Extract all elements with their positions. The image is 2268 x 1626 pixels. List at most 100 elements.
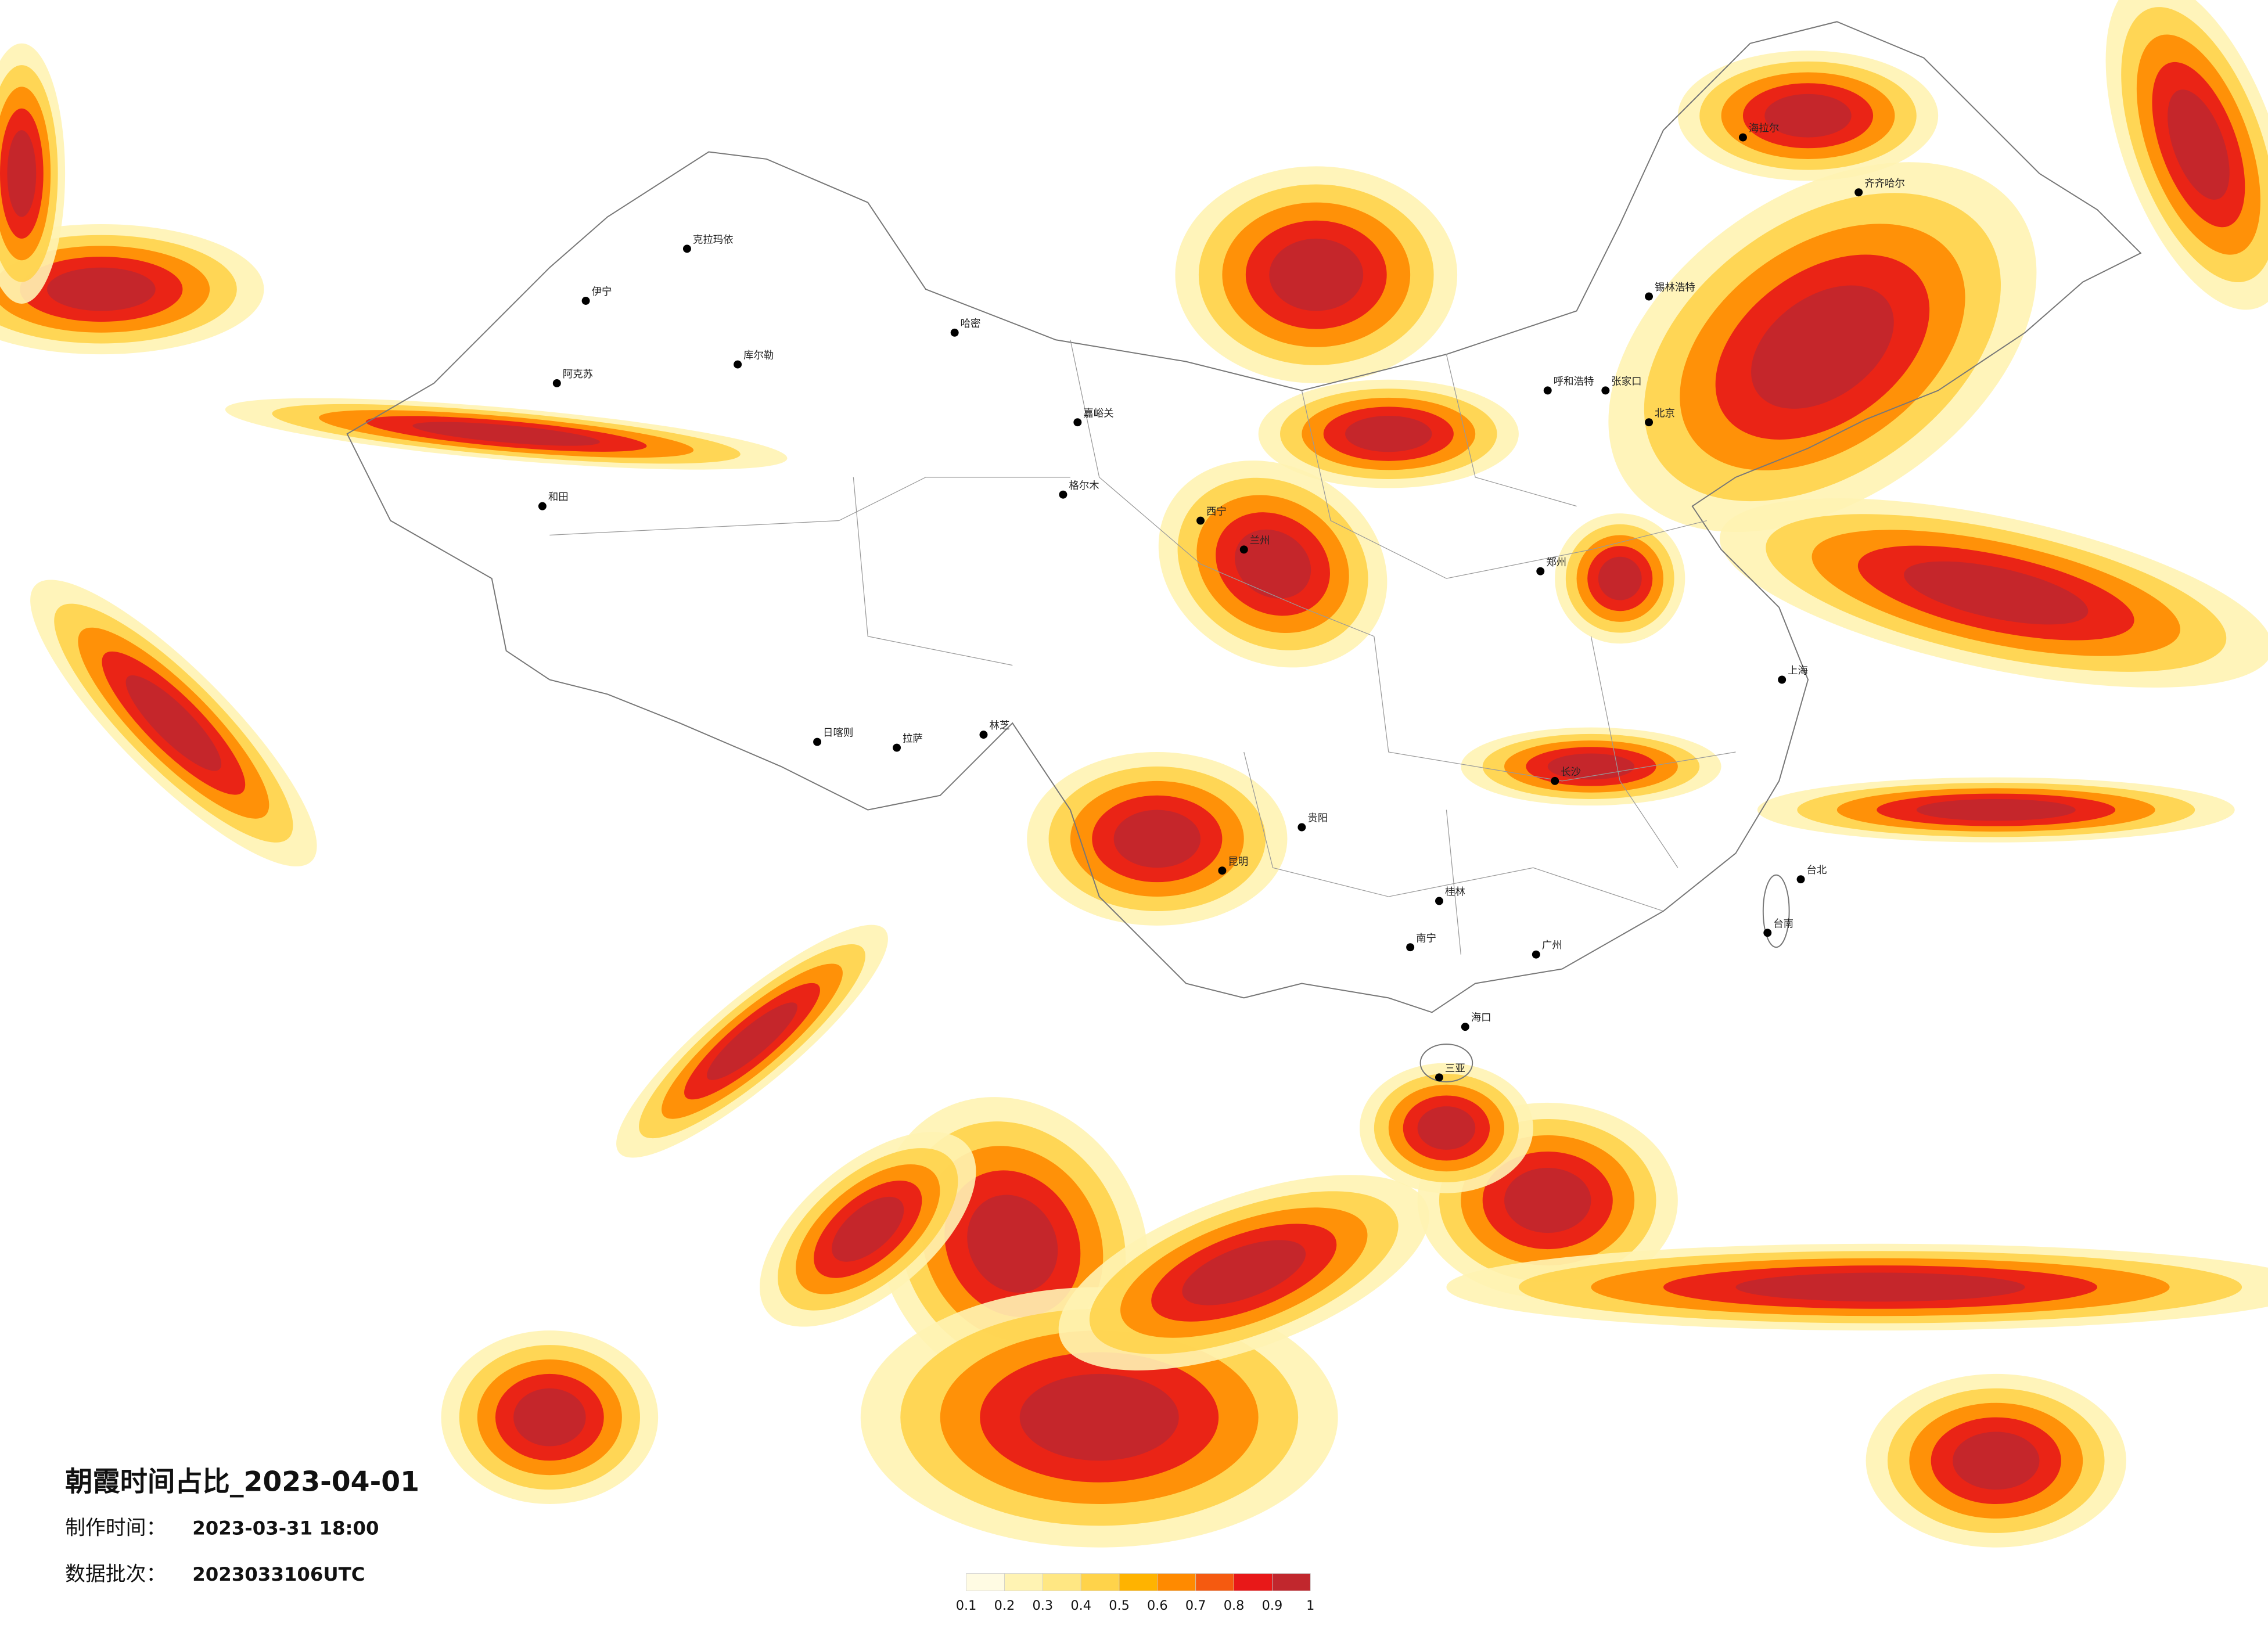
city-dot xyxy=(682,244,691,253)
heat-region xyxy=(1547,753,1635,780)
city-dot xyxy=(538,502,547,510)
city-label: 哈密 xyxy=(961,318,981,330)
data-batch-value: 2023033106UTC xyxy=(192,1563,365,1585)
city-label: 阿克苏 xyxy=(563,369,593,380)
city-label: 兰州 xyxy=(1250,535,1270,546)
city-dot xyxy=(1297,823,1306,832)
colorbar-tick-label: 0.7 xyxy=(1185,1598,1206,1613)
colorbar-tick-label: 0.6 xyxy=(1147,1598,1168,1613)
colorbar-tick-label: 0.1 xyxy=(956,1598,977,1613)
city-label: 西宁 xyxy=(1206,506,1227,518)
city-label: 克拉玛依 xyxy=(693,234,734,246)
city-dot xyxy=(1763,929,1772,937)
colorbar-tick-label: 0.9 xyxy=(1262,1598,1283,1613)
city-dot xyxy=(1461,1023,1469,1031)
city-dot xyxy=(1601,386,1610,395)
city-label: 和田 xyxy=(548,492,569,503)
heat-region xyxy=(1234,529,1311,599)
city-label: 海口 xyxy=(1471,1012,1491,1024)
city-dot xyxy=(1645,292,1654,301)
heat-region xyxy=(412,422,600,446)
city-dot xyxy=(1073,418,1082,427)
colorbar-swatch xyxy=(1042,1573,1081,1591)
city-label: 伊宁 xyxy=(592,286,612,298)
city-label: 上海 xyxy=(1788,665,1808,677)
colorbar-swatch xyxy=(1080,1573,1120,1591)
city-dot xyxy=(1435,1073,1443,1082)
city-label: 日喀则 xyxy=(823,728,853,739)
colorbar-tick-label: 0.2 xyxy=(994,1598,1015,1613)
city-label: 昆明 xyxy=(1228,856,1248,868)
city-label: 台北 xyxy=(1807,865,1827,876)
city-dot xyxy=(1239,545,1248,554)
city-dot xyxy=(1551,776,1559,785)
city-label: 拉萨 xyxy=(903,733,923,745)
hainan xyxy=(1419,1044,1473,1082)
map-title: 朝霞时间占比_2023-04-01 xyxy=(65,1466,419,1498)
colorbar-swatch xyxy=(1004,1573,1043,1591)
heat-region xyxy=(1345,415,1432,452)
city-dot xyxy=(1543,386,1552,395)
heat-region xyxy=(832,1196,904,1262)
city-dot xyxy=(1532,950,1540,959)
city-label: 张家口 xyxy=(1611,376,1641,387)
heat-region xyxy=(1735,1272,2025,1302)
heat-region xyxy=(1113,810,1201,868)
city-dot xyxy=(1796,875,1805,884)
city-dot xyxy=(893,743,901,752)
city-label: 广州 xyxy=(1542,940,1562,952)
colorbar-tick-label: 0.8 xyxy=(1224,1598,1245,1613)
city-dot xyxy=(581,297,590,305)
city-label: 贵阳 xyxy=(1307,813,1328,825)
heat-region xyxy=(1916,798,2076,821)
heat-region xyxy=(1751,285,1894,409)
city-dot xyxy=(734,360,742,369)
heat-region xyxy=(1182,1240,1306,1305)
city-dot xyxy=(1738,133,1747,142)
colorbar-tick-label: 1 xyxy=(1306,1598,1314,1613)
city-label: 格尔木 xyxy=(1069,480,1099,492)
heat-region xyxy=(1598,556,1642,600)
heat-region xyxy=(7,130,37,217)
colorbar-tick-label: 0.3 xyxy=(1032,1598,1053,1613)
production-time-label: 制作时间： xyxy=(65,1516,166,1539)
heat-region xyxy=(513,1388,586,1447)
city-label: 库尔勒 xyxy=(743,350,774,362)
boundaries xyxy=(346,21,2142,1082)
city-label: 郑州 xyxy=(1546,557,1566,569)
city-label: 海拉尔 xyxy=(1749,123,1779,135)
city-dot xyxy=(1059,490,1067,499)
data-batch-label: 数据批次： xyxy=(65,1563,166,1586)
heat-region xyxy=(46,267,156,311)
heat-region xyxy=(1504,1167,1591,1233)
city-label: 南宁 xyxy=(1416,933,1436,944)
heat-region xyxy=(1764,93,1852,138)
city-dot xyxy=(1196,516,1205,525)
production-time-value: 2023-03-31 18:00 xyxy=(192,1517,379,1539)
city-label: 桂林 xyxy=(1445,887,1465,898)
colorbar: 0.1 0.2 0.3 0.4 0.5 0.6 0.7 0.8 0.9 1 xyxy=(956,1573,1314,1613)
colorbar-swatch xyxy=(1157,1573,1196,1591)
city-label: 呼和浩特 xyxy=(1554,376,1594,387)
heat-field xyxy=(0,0,2268,1548)
city-dot xyxy=(979,731,988,739)
city-label: 锡林浩特 xyxy=(1655,282,1695,294)
city-dot xyxy=(552,379,561,387)
heat-region xyxy=(1904,561,2089,625)
colorbar-swatch xyxy=(966,1573,1005,1591)
city-label: 长沙 xyxy=(1561,767,1581,778)
city-dot xyxy=(1435,897,1443,905)
city-label: 北京 xyxy=(1655,408,1675,419)
city-label: 台南 xyxy=(1773,918,1793,930)
heat-region xyxy=(1269,238,1364,311)
city-dot xyxy=(1536,567,1545,575)
colorbar-swatch xyxy=(1234,1573,1273,1591)
colorbar-swatch xyxy=(1272,1573,1311,1591)
city-dot xyxy=(1406,943,1415,952)
heat-region xyxy=(1019,1373,1179,1461)
heat-region xyxy=(1417,1106,1476,1150)
city-dot xyxy=(950,328,959,337)
